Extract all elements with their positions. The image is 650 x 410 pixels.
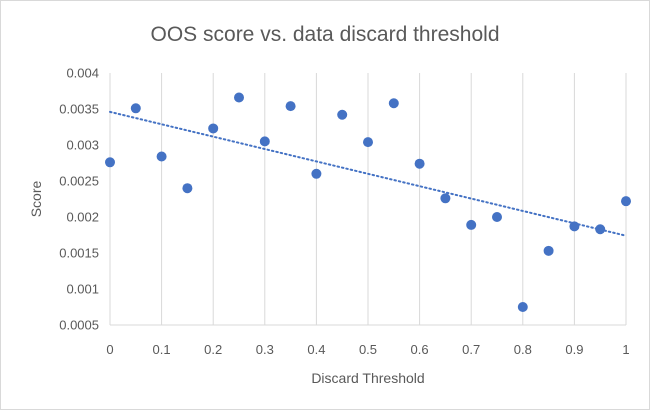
x-axis-label: Discard Threshold bbox=[311, 370, 424, 386]
x-tick-label: 0.5 bbox=[359, 342, 377, 357]
data-point bbox=[414, 158, 425, 169]
x-tick-label: 0.8 bbox=[514, 342, 532, 357]
data-point bbox=[595, 224, 606, 235]
x-tick-label: 0.4 bbox=[307, 342, 325, 357]
y-axis-label: Score bbox=[28, 181, 44, 218]
x-tick-label: 0.2 bbox=[204, 342, 222, 357]
x-tick-label: 1 bbox=[622, 342, 629, 357]
data-point bbox=[259, 136, 270, 147]
x-tick-label: 0.6 bbox=[411, 342, 429, 357]
data-point bbox=[311, 168, 322, 179]
data-point bbox=[492, 212, 502, 222]
data-points bbox=[105, 92, 631, 312]
y-tick-label: 0.0035 bbox=[59, 102, 99, 117]
y-tick-label: 0.0015 bbox=[59, 246, 99, 261]
data-point bbox=[621, 196, 631, 207]
chart-title: OOS score vs. data discard threshold bbox=[151, 23, 500, 46]
data-point bbox=[182, 183, 193, 194]
y-tick-label: 0.0005 bbox=[59, 318, 99, 333]
data-point bbox=[105, 157, 115, 168]
x-tick-label: 0.1 bbox=[153, 342, 171, 357]
data-point bbox=[208, 123, 219, 134]
data-point bbox=[130, 103, 141, 114]
data-point bbox=[517, 302, 528, 312]
gridlines bbox=[109, 73, 627, 326]
x-tick-label: 0.3 bbox=[256, 342, 274, 357]
x-axis-ticks: 0 0.1 0.2 0.3 0.4 0.5 0.6 0.7 0.8 0.9 1 bbox=[106, 342, 629, 357]
y-tick-label: 0.001 bbox=[66, 282, 99, 297]
x-tick-label: 0.9 bbox=[565, 342, 583, 357]
x-tick-label: 0 bbox=[106, 342, 113, 357]
y-axis-ticks: 0.0005 0.001 0.0015 0.002 0.0025 0.003 0.0035 0… bbox=[59, 66, 99, 333]
data-point bbox=[543, 245, 554, 256]
x-tick-label: 0.7 bbox=[462, 342, 480, 357]
y-tick-label: 0.004 bbox=[66, 66, 99, 81]
data-point bbox=[285, 101, 296, 112]
data-point bbox=[569, 221, 580, 232]
data-point bbox=[234, 92, 244, 103]
y-tick-label: 0.0025 bbox=[59, 174, 99, 189]
data-point bbox=[466, 219, 477, 230]
data-point bbox=[156, 151, 167, 162]
y-tick-label: 0.002 bbox=[66, 210, 99, 225]
data-point bbox=[388, 98, 399, 109]
data-point bbox=[440, 193, 451, 204]
data-point bbox=[363, 137, 373, 148]
trendline bbox=[109, 110, 627, 237]
data-point bbox=[337, 109, 348, 120]
y-tick-label: 0.003 bbox=[66, 138, 99, 153]
